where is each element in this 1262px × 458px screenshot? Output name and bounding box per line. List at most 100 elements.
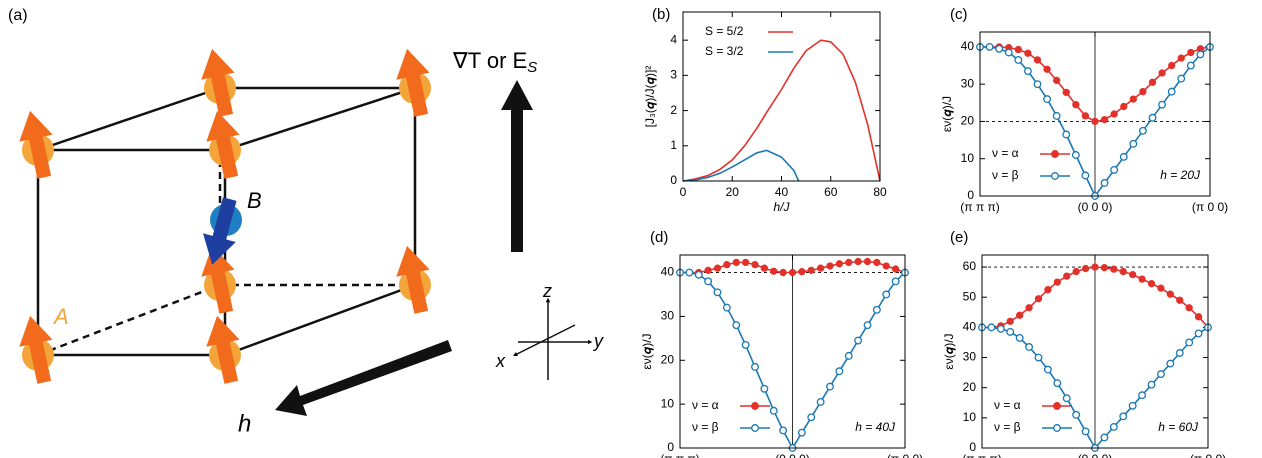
data-point (1091, 263, 1099, 271)
data-point (1158, 69, 1166, 77)
data-point (704, 266, 712, 275)
data-point (1167, 87, 1176, 96)
axes-icon (512, 297, 593, 380)
axis-x-label: x (495, 351, 506, 371)
data-point (1063, 272, 1071, 280)
data-point (854, 336, 863, 345)
site-b-label: B (247, 188, 262, 213)
data-point (1148, 78, 1157, 86)
legend-label: ν = α (992, 146, 1019, 160)
x-tick-label: 80 (873, 185, 887, 199)
data-point (1194, 329, 1203, 338)
data-point (770, 267, 778, 275)
x-tick-label: 60 (824, 185, 838, 199)
data-point (863, 321, 872, 330)
data-point (1120, 102, 1128, 111)
data-point (1081, 112, 1090, 120)
data-point (1014, 56, 1023, 64)
data-point (1138, 391, 1147, 400)
x-tick-label: (π 0 0) (1192, 200, 1228, 214)
data-point (760, 384, 769, 393)
data-point (1043, 365, 1052, 374)
data-point (741, 340, 750, 349)
data-point (1157, 284, 1165, 292)
data-point (769, 406, 778, 415)
data-point (1194, 313, 1203, 321)
y-tick-label: 10 (963, 410, 977, 424)
y-tick-label: 0 (967, 188, 974, 202)
data-point (1185, 304, 1193, 312)
x-tick-label: (π 0 0) (1190, 452, 1226, 458)
data-point (816, 397, 825, 406)
site-a-label: A (52, 304, 69, 329)
y-tick-label: 60 (963, 259, 977, 273)
h-arrow (275, 340, 452, 416)
x-tick-label: (0 0 0) (775, 452, 810, 458)
plot-frame (679, 254, 906, 449)
data-point (788, 268, 797, 277)
legend-marker (751, 402, 759, 410)
data-point (1147, 380, 1156, 389)
data-point (1186, 61, 1195, 70)
data-point (1100, 179, 1109, 187)
data-point (844, 351, 853, 360)
data-point (1177, 74, 1186, 83)
data-point (1119, 152, 1128, 161)
y-tick-label: 2 (670, 103, 677, 117)
x-tick-label: 0 (680, 185, 687, 199)
plot-frame (682, 11, 881, 182)
field-label: ∇T or ES (452, 48, 537, 76)
legend-label: S = 5/2 (705, 24, 744, 38)
data-point (1119, 267, 1127, 276)
data-point (1100, 115, 1109, 124)
legend-label: S = 3/2 (705, 44, 744, 58)
legend-marker (751, 424, 759, 432)
data-point (1072, 267, 1080, 276)
data-point (891, 265, 900, 273)
x-tick-label: (π π π) (960, 200, 1000, 214)
y-tick-label: 20 (961, 114, 975, 128)
legend-marker (1053, 424, 1061, 432)
y-tick-label: 0 (969, 440, 976, 454)
data-point (1053, 278, 1061, 286)
field-label-main: ∇T or E (452, 48, 527, 73)
y-tick-label: 40 (661, 265, 675, 279)
data-point (1138, 126, 1147, 135)
data-point (1062, 394, 1071, 403)
legend-marker (1051, 172, 1059, 180)
data-point (1053, 379, 1062, 388)
data-point (873, 258, 881, 267)
data-point (863, 257, 872, 266)
annotation: h = 20J (1160, 168, 1201, 182)
data-point (1129, 270, 1137, 279)
data-point (1043, 65, 1051, 73)
field-label-sub: S (527, 59, 537, 76)
data-point (816, 264, 825, 272)
y-tick-label: 4 (670, 32, 677, 46)
legend-label: ν = β (692, 420, 719, 434)
x-tick-label: (π π π) (962, 452, 1002, 458)
y-tick-label: 10 (661, 396, 675, 410)
h-label: h (238, 410, 251, 437)
x-tick-label: (π 0 0) (887, 452, 923, 458)
data-point (826, 262, 834, 270)
data-point (1156, 370, 1165, 379)
data-point (685, 268, 694, 277)
data-point (732, 321, 741, 330)
y-tick-label: 30 (961, 76, 975, 90)
data-point (1176, 296, 1184, 304)
annotation: h = 40J (855, 420, 896, 434)
data-point (1024, 49, 1032, 57)
data-point (1185, 338, 1194, 347)
cube (36, 86, 417, 357)
data-point (1110, 165, 1119, 174)
data-point (996, 324, 1005, 333)
data-point (1006, 317, 1014, 325)
plot-frame (979, 31, 1211, 197)
data-point (1006, 327, 1015, 336)
y-tick-label: 20 (661, 352, 675, 366)
data-point (722, 303, 731, 312)
x-tick-label: (0 0 0) (1078, 200, 1113, 214)
plot-frame (981, 254, 1209, 449)
